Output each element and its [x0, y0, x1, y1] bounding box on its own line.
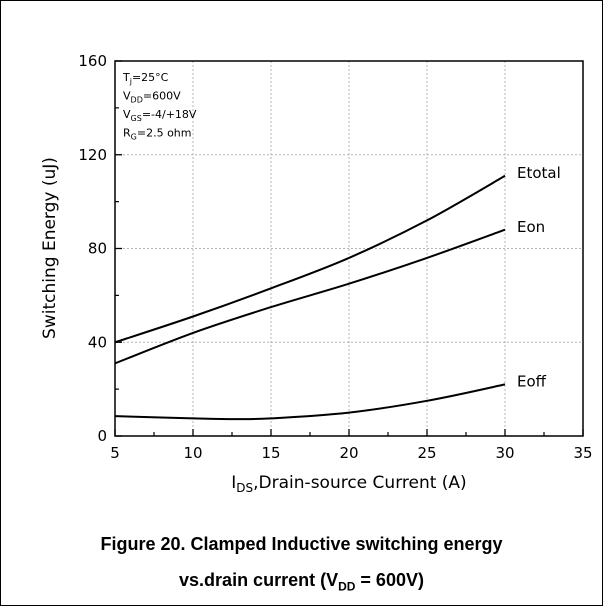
series-line-eoff — [114, 383, 506, 421]
x-tick-label: 5 — [110, 444, 120, 462]
y-tick-label: 160 — [78, 52, 107, 70]
caption-line2-sub: DD — [338, 579, 356, 594]
x-tick-label: 35 — [573, 444, 592, 462]
test-conditions: Tj=25°C VDD=600V VGS=-4/+18V RG=2.5 ohm — [122, 71, 197, 142]
x-tick-label: 15 — [261, 444, 280, 462]
figure-caption-line1: Figure 20. Clamped Inductive switching e… — [100, 534, 503, 554]
condition-line: VDD=600V — [123, 90, 181, 105]
y-tick-label: 80 — [88, 240, 107, 258]
x-tick-label: 10 — [183, 444, 202, 462]
series-line-eon — [114, 228, 506, 365]
x-tick-label: 30 — [495, 444, 514, 462]
series-label-etotal: Etotal — [517, 164, 561, 182]
x-label-rest: ,Drain-source Current (A) — [253, 473, 467, 493]
y-tick-label: 40 — [88, 333, 107, 351]
x-label-sub: DS — [236, 481, 253, 495]
x-axis-label: IDS,Drain-source Current (A) — [231, 473, 466, 495]
y-tick-label: 120 — [78, 146, 107, 164]
axis-ticks — [114, 60, 584, 437]
y-tick-labels: 0 40 80 120 160 — [78, 52, 107, 445]
y-axis-label: Switching Energy (uJ) — [40, 157, 60, 339]
series-label-eoff: Eoff — [517, 372, 547, 390]
condition-line: RG=2.5 ohm — [123, 127, 191, 142]
series-label-eon: Eon — [517, 218, 545, 236]
series-line-etotal — [114, 174, 506, 344]
condition-line: Tj=25°C — [122, 71, 169, 86]
x-tick-label: 20 — [339, 444, 358, 462]
grid-lines — [115, 61, 583, 436]
condition-line: VGS=-4/+18V — [123, 108, 197, 123]
figure-caption-line2: vs.drain current (VDD = 600V) — [0, 570, 603, 594]
series-lines — [114, 174, 506, 421]
y-tick-label: 0 — [97, 427, 107, 445]
caption-line2-pre: vs.drain current (V — [179, 570, 339, 590]
x-tick-labels: 5 10 15 20 25 30 35 — [110, 444, 592, 462]
caption-line2-post: = 600V) — [355, 570, 424, 590]
series-labels: Etotal Eon Eoff — [517, 164, 561, 391]
x-tick-label: 25 — [417, 444, 436, 462]
x-label-main: I — [231, 473, 236, 493]
